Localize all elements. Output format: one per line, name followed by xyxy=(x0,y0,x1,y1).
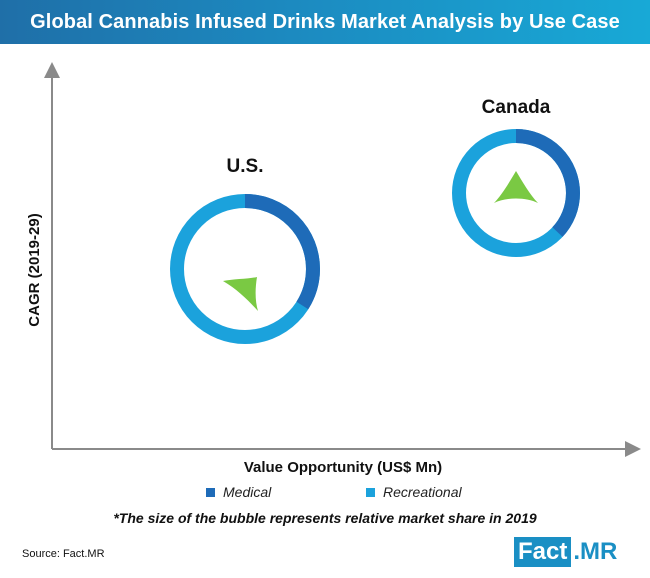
legend-label-recreational: Recreational xyxy=(383,484,462,500)
donut-medical-canada xyxy=(452,129,580,257)
legend-item-medical: Medical xyxy=(206,484,271,500)
title-bar: Global Cannabis Infused Drinks Market An… xyxy=(0,0,650,44)
legend-swatch-recreational xyxy=(366,487,375,497)
trend-arrow-canada xyxy=(494,171,538,203)
legend-swatch-medical xyxy=(206,487,215,497)
footnote: *The size of the bubble represents relat… xyxy=(113,510,537,526)
trend-arrow-u-s xyxy=(223,277,258,311)
bubble-label-canada: Canada xyxy=(482,97,551,118)
donut-medical-u-s xyxy=(170,194,320,344)
logo-part1: Fact xyxy=(514,537,572,567)
bubble-label-u-s: U.S. xyxy=(227,156,264,177)
source-text: Source: Fact.MR xyxy=(22,548,105,560)
legend-label-medical: Medical xyxy=(223,484,272,500)
chart-area: CAGR (2019-29) Value Opportunity (US$ Mn… xyxy=(26,62,641,476)
y-axis-label: CAGR (2019-29) xyxy=(26,213,43,326)
x-axis-label: Value Opportunity (US$ Mn) xyxy=(244,459,442,476)
legend: Medical Recreational xyxy=(0,484,650,502)
bubbles-group: U.S. Canada xyxy=(170,97,580,344)
legend-item-recreational: Recreational xyxy=(366,484,462,500)
factmr-logo: Fact .MR xyxy=(514,537,617,567)
chart-title: Global Cannabis Infused Drinks Market An… xyxy=(30,10,620,33)
logo-part2: .MR xyxy=(573,538,618,565)
